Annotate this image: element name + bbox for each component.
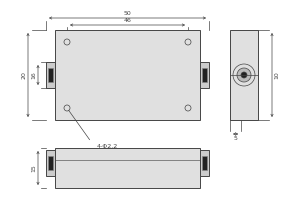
Bar	[55, 148, 200, 188]
Bar	[202, 68, 207, 82]
Text: 15: 15	[31, 164, 36, 172]
Bar	[200, 62, 209, 88]
Circle shape	[233, 64, 255, 86]
Text: 50: 50	[124, 11, 131, 16]
Text: 4-Φ2.2: 4-Φ2.2	[96, 144, 118, 149]
Bar	[202, 156, 207, 170]
Bar	[55, 30, 200, 120]
Bar	[48, 68, 53, 82]
Text: 16: 16	[31, 71, 36, 79]
Circle shape	[237, 68, 251, 82]
Bar	[230, 30, 258, 120]
Text: 5: 5	[234, 136, 238, 141]
Bar	[200, 150, 209, 176]
Text: 10: 10	[274, 71, 279, 79]
Bar	[46, 150, 55, 176]
Bar	[48, 156, 53, 170]
Bar	[46, 62, 55, 88]
Text: 20: 20	[21, 71, 26, 79]
Text: 46: 46	[124, 18, 131, 23]
Circle shape	[241, 72, 247, 78]
